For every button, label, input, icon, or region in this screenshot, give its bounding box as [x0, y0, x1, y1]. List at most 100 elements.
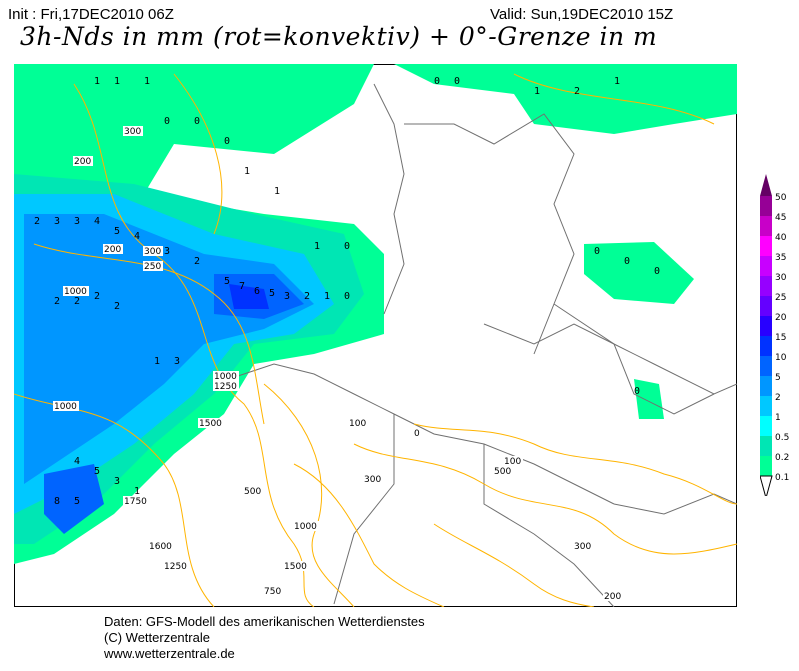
contour-label: 500 — [244, 487, 261, 497]
precip-value-label: 6 — [254, 286, 260, 297]
contour-label: 500 — [494, 467, 511, 477]
precip-value-label: 0 — [344, 241, 350, 252]
precip-value-label: 1 — [144, 76, 150, 87]
precip-area-sw — [44, 464, 104, 534]
contour-label: 100 — [504, 457, 521, 467]
legend-label: 10 — [775, 353, 787, 363]
precip-value-label: 1 — [94, 76, 100, 87]
precip-value-label: 0 — [434, 76, 440, 87]
precip-value-label: 5 — [224, 276, 230, 287]
footer-url: www.wetterzentrale.de — [104, 646, 235, 661]
legend-swatch — [760, 256, 772, 276]
precip-area-alps — [634, 379, 664, 419]
precip-value-label: 4 — [134, 231, 140, 242]
contour-label: 1000 — [294, 522, 317, 532]
legend-label: 25 — [775, 293, 786, 303]
precip-value-label: 1 — [614, 76, 620, 87]
precip-value-label: 5 — [269, 288, 275, 299]
footer-copyright: (C) Wetterzentrale — [104, 630, 210, 645]
precip-value-label: 2 — [194, 256, 200, 267]
contour-label: 1000 — [64, 287, 87, 297]
precip-value-label: 1 — [314, 241, 320, 252]
contour-label: 1500 — [199, 419, 222, 429]
legend-label: 1 — [775, 413, 781, 423]
contour-label: 300 — [574, 542, 591, 552]
legend-swatch — [760, 296, 772, 316]
legend-label: 2 — [775, 393, 781, 403]
precip-value-label: 0 — [344, 291, 350, 302]
precip-value-label: 3 — [114, 476, 120, 487]
legend-swatch — [760, 456, 772, 476]
contour-label: 300 — [124, 127, 141, 137]
contour-label: 1750 — [124, 497, 147, 507]
legend-swatch — [760, 436, 772, 456]
legend-swatch — [760, 356, 772, 376]
precip-value-label: 2 — [34, 216, 40, 227]
precip-value-label: 1 — [154, 356, 160, 367]
legend-swatch — [760, 376, 772, 396]
legend-label: 0.1 — [775, 473, 789, 483]
precip-value-label: 2 — [94, 291, 100, 302]
weather-map: 3002001000250300200100012501500175016001… — [14, 64, 737, 607]
precip-value-label: 5 — [94, 466, 100, 477]
precip-value-label: 1 — [134, 486, 140, 497]
precip-value-label: 2 — [574, 86, 580, 97]
precip-value-label: 0 — [634, 386, 640, 397]
legend-swatch — [760, 216, 772, 236]
init-time: Init : Fri,17DEC2010 06Z — [8, 6, 174, 23]
color-scale-legend: 50 45 40 35 30 25 20 15 10 5 2 1 0.5 0.2 0.1 — [760, 174, 789, 496]
precip-value-label: 3 — [174, 356, 180, 367]
precip-value-label: 0 — [164, 116, 170, 127]
precip-value-label: 1 — [274, 186, 280, 197]
contour-label: 1000 — [54, 402, 77, 412]
precip-value-label: 0 — [654, 266, 660, 277]
precip-value-label: 2 — [114, 301, 120, 312]
contour-label: 1250 — [214, 382, 237, 392]
legend-label: 30 — [775, 273, 787, 283]
precip-value-label: 4 — [94, 216, 100, 227]
contour-label: 300 — [144, 247, 161, 257]
precip-value-label: 1 — [534, 86, 540, 97]
precip-value-label: 0 — [454, 76, 460, 87]
legend-swatch — [760, 196, 772, 216]
precip-value-label: 5 — [74, 496, 80, 507]
valid-time: Valid: Sun,19DEC2010 15Z — [490, 6, 674, 23]
legend-label: 50 — [775, 193, 787, 203]
precip-value-label: 3 — [74, 216, 80, 227]
legend-max-arrow — [760, 174, 772, 196]
precip-value-label: 3 — [164, 246, 170, 257]
precip-value-label: 3 — [54, 216, 60, 227]
precip-value-label: 4 — [74, 456, 80, 467]
contour-label: 1500 — [284, 562, 307, 572]
contour-label: 0 — [414, 429, 420, 439]
precip-area-east — [584, 242, 694, 304]
legend-swatch — [760, 276, 772, 296]
precip-area-north — [394, 64, 737, 134]
legend-label: 0.5 — [775, 433, 789, 443]
legend-label: 20 — [775, 313, 787, 323]
legend-swatch — [760, 416, 772, 436]
precipitation-field — [14, 64, 737, 564]
contour-label: 250 — [144, 262, 161, 272]
precip-value-label: 0 — [624, 256, 630, 267]
legend-swatch — [760, 316, 772, 336]
contour-label: 200 — [104, 245, 121, 255]
legend-label: 15 — [775, 333, 786, 343]
precip-value-label: 1 — [324, 291, 330, 302]
precip-value-label: 8 — [54, 496, 60, 507]
precip-value-label: 3 — [284, 291, 290, 302]
legend-swatch — [760, 236, 772, 256]
legend-label: 35 — [775, 253, 786, 263]
legend-label: 40 — [775, 233, 787, 243]
contour-label: 1000 — [214, 372, 237, 382]
precip-value-label: 2 — [304, 291, 310, 302]
precip-value-label: 0 — [224, 136, 230, 147]
precip-value-label: 1 — [244, 166, 250, 177]
contour-label: 1600 — [149, 542, 172, 552]
legend-swatch — [760, 336, 772, 356]
legend-label: 5 — [775, 373, 781, 383]
precip-value-label: 0 — [594, 246, 600, 257]
precip-value-label: 5 — [114, 226, 120, 237]
footer-source: Daten: GFS-Modell des amerikanischen Wet… — [104, 614, 425, 629]
contour-label: 200 — [604, 592, 621, 602]
